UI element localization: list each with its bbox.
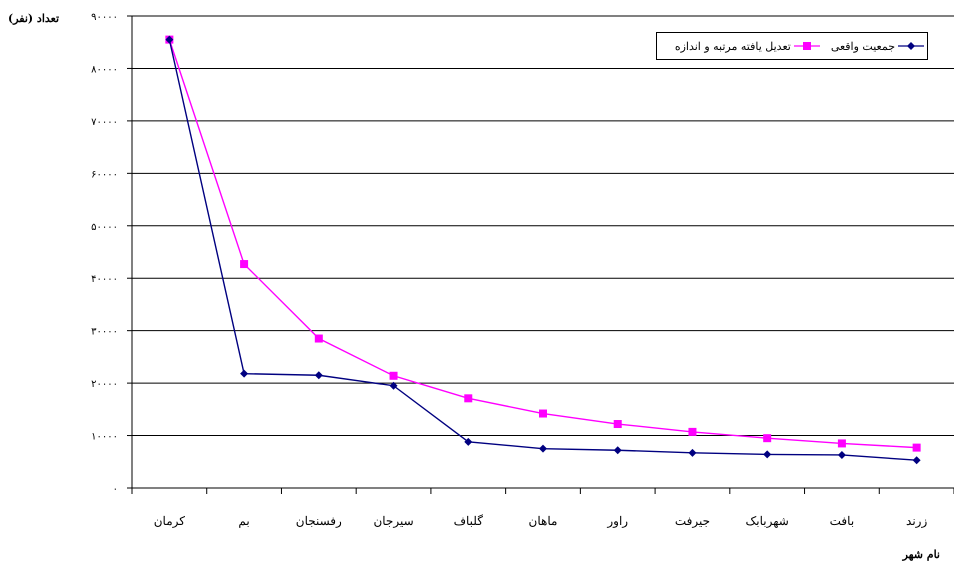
data-point xyxy=(165,35,174,44)
data-point xyxy=(464,394,473,403)
data-point xyxy=(314,371,323,380)
x-tick-label: گلباف xyxy=(454,514,484,528)
x-tick-label: بم xyxy=(238,514,249,528)
data-point xyxy=(763,450,772,459)
x-tick-label: زرند xyxy=(906,514,927,528)
x-tick-label: کرمان xyxy=(154,514,186,528)
data-point xyxy=(240,369,249,378)
series-line xyxy=(168,39,917,461)
x-axis-label: نام شهر xyxy=(902,548,940,561)
y-tick-label: ۷۰۰۰۰ xyxy=(91,117,118,128)
data-point xyxy=(389,371,398,380)
y-tick-label: ۴۰۰۰۰ xyxy=(91,274,118,285)
data-point xyxy=(240,260,249,269)
data-point xyxy=(539,444,547,453)
y-tick-label: ۰ xyxy=(113,484,118,495)
data-point xyxy=(464,437,473,446)
legend-label-actual: جمعیت واقعی xyxy=(830,39,895,53)
data-point xyxy=(539,409,547,418)
y-tick-label: ۸۰۰۰۰ xyxy=(91,64,118,75)
x-tick-label: جیرفت xyxy=(675,514,710,528)
legend-item-actual: جمعیت واقعی xyxy=(831,40,927,53)
legend-label-adjusted: تعدیل یافته مرتبه و اندازه xyxy=(674,39,791,53)
data-point xyxy=(613,420,622,429)
x-tick-label: سیرجان xyxy=(373,514,413,528)
legend: جمعیت واقعی تعدیل یافته مرتبه و اندازه xyxy=(656,32,928,60)
series-line xyxy=(168,39,917,449)
data-point xyxy=(837,450,846,459)
x-tick-label: بافت xyxy=(830,514,855,528)
y-tick-label: ۲۰۰۰۰ xyxy=(91,379,118,390)
data-point xyxy=(763,434,772,443)
data-point xyxy=(912,456,921,465)
y-tick-label: ۹۰۰۰۰ xyxy=(91,12,118,23)
data-point xyxy=(314,334,323,343)
data-point xyxy=(688,427,697,436)
data-point xyxy=(613,446,622,455)
y-tick-label: ۵۰۰۰۰ xyxy=(91,222,118,233)
data-point xyxy=(688,448,697,457)
x-tick-label: ماهان xyxy=(529,514,558,528)
legend-marker-actual xyxy=(898,42,924,50)
x-tick-label: رفسنجان xyxy=(296,514,342,528)
data-point xyxy=(912,443,921,452)
y-axis-label: تعداد (نفر) xyxy=(8,12,60,25)
y-tick-label: ۳۰۰۰۰ xyxy=(91,327,118,338)
y-tick-label: ۶۰۰۰۰ xyxy=(91,169,118,180)
legend-marker-adjusted xyxy=(793,42,820,50)
legend-item-adjusted: تعدیل یافته مرتبه و اندازه xyxy=(675,40,823,53)
data-point xyxy=(837,439,846,448)
data-point xyxy=(389,381,398,390)
x-tick-label: راور xyxy=(606,514,628,528)
y-tick-label: ۱۰۰۰۰ xyxy=(91,432,118,443)
x-tick-label: شهربابک xyxy=(746,514,789,528)
